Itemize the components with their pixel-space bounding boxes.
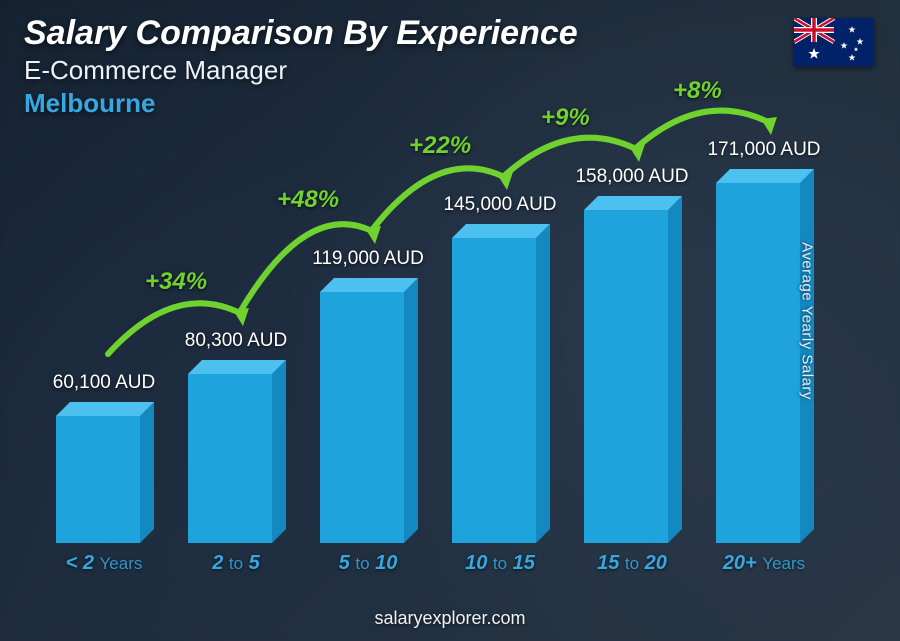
- x-axis-label: 5 to 10: [302, 552, 434, 575]
- footer-attribution: salaryexplorer.com: [0, 608, 900, 629]
- bar-front: [452, 238, 536, 543]
- bar-value-label: 171,000 AUD: [694, 139, 834, 161]
- bar-slot: 158,000 AUD: [566, 210, 698, 543]
- bar: [452, 238, 548, 543]
- bar-front: [584, 210, 668, 543]
- bar-chart: 60,100 AUD80,300 AUD119,000 AUD145,000 A…: [38, 150, 830, 571]
- bar-side: [272, 360, 286, 543]
- bar-value-label: 80,300 AUD: [166, 330, 306, 352]
- bar-top: [188, 360, 286, 374]
- y-axis-label: Average Yearly Salary: [799, 242, 816, 400]
- bar-front: [716, 183, 800, 543]
- bar-slot: 80,300 AUD: [170, 374, 302, 543]
- chart-title: Salary Comparison By Experience: [24, 14, 876, 53]
- bar-top: [584, 196, 682, 210]
- x-axis-label: 20+ Years: [698, 552, 830, 575]
- bar: [56, 416, 152, 543]
- bar-front: [56, 416, 140, 543]
- bar: [584, 210, 680, 543]
- bar-side: [668, 196, 682, 543]
- bar-value-label: 119,000 AUD: [298, 248, 438, 270]
- bar-side: [404, 278, 418, 543]
- bar-value-label: 60,100 AUD: [34, 372, 174, 394]
- bar-slot: 119,000 AUD: [302, 292, 434, 543]
- bar: [188, 374, 284, 543]
- bar-front: [188, 374, 272, 543]
- bar-side: [140, 402, 154, 543]
- x-axis-labels: < 2 Years2 to 55 to 1010 to 1515 to 2020…: [38, 552, 830, 575]
- bar-front: [320, 292, 404, 543]
- bar-side: [536, 224, 550, 543]
- x-axis-label: < 2 Years: [38, 552, 170, 575]
- header: Salary Comparison By Experience E-Commer…: [24, 14, 876, 119]
- bars-container: 60,100 AUD80,300 AUD119,000 AUD145,000 A…: [38, 163, 830, 543]
- x-axis-label: 10 to 15: [434, 552, 566, 575]
- bar-slot: 145,000 AUD: [434, 238, 566, 543]
- bar-value-label: 158,000 AUD: [562, 166, 702, 188]
- bar-slot: 60,100 AUD: [38, 416, 170, 543]
- bar: [320, 292, 416, 543]
- x-axis-label: 2 to 5: [170, 552, 302, 575]
- bar-value-label: 145,000 AUD: [430, 194, 570, 216]
- australia-flag-icon: [794, 18, 874, 66]
- bar-top: [56, 402, 154, 416]
- bar-top: [716, 169, 814, 183]
- bar-top: [452, 224, 550, 238]
- chart-location: Melbourne: [24, 88, 876, 119]
- bar-top: [320, 278, 418, 292]
- chart-subtitle: E-Commerce Manager: [24, 55, 876, 86]
- x-axis-label: 15 to 20: [566, 552, 698, 575]
